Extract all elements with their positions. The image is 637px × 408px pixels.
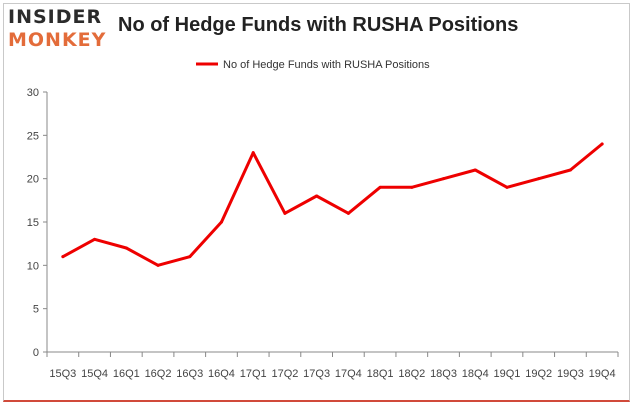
y-tick-label: 25 <box>27 130 39 142</box>
data-point <box>442 177 446 181</box>
x-tick-label: 16Q4 <box>208 368 235 380</box>
data-point <box>61 255 65 259</box>
x-tick-label: 19Q3 <box>557 368 584 380</box>
x-tick-label: 18Q4 <box>462 368 489 380</box>
x-tick-label: 18Q2 <box>398 368 425 380</box>
data-point <box>93 237 97 241</box>
data-point <box>473 168 477 172</box>
x-tick-label: 19Q4 <box>589 368 616 380</box>
x-tick-label: 17Q3 <box>303 368 330 380</box>
x-tick-label: 16Q3 <box>176 368 203 380</box>
chart-axes: 0 5 10 15 20 25 30 15Q3 15Q4 16Q1 16Q2 16Q3 16Q4 17Q1… <box>27 87 619 380</box>
data-point <box>283 211 287 215</box>
chart-legend: No of Hedge Funds with RUSHA Positions <box>196 59 430 71</box>
y-tick-label: 5 <box>33 304 39 316</box>
chart-title: No of Hedge Funds with RUSHA Positions <box>118 14 519 36</box>
x-tick-label: 17Q4 <box>335 368 362 380</box>
data-point <box>251 151 255 155</box>
y-tick-label: 20 <box>27 174 39 186</box>
x-tick-label: 17Q2 <box>271 368 298 380</box>
plot-area <box>61 142 604 267</box>
data-point <box>124 246 128 250</box>
data-point <box>219 220 223 224</box>
x-tick-label: 19Q1 <box>494 368 521 380</box>
data-point <box>600 142 604 146</box>
chart-frame <box>3 3 630 402</box>
data-point <box>346 211 350 215</box>
x-tick-label: 18Q3 <box>430 368 457 380</box>
y-tick-label: 15 <box>27 217 39 229</box>
data-point <box>568 168 572 172</box>
x-tick-label: 18Q1 <box>367 368 394 380</box>
data-point <box>410 185 414 189</box>
series-line <box>61 142 604 267</box>
data-point <box>505 185 509 189</box>
logo-line-1: INSIDER <box>8 6 103 28</box>
data-point <box>378 185 382 189</box>
x-tick-label: 16Q2 <box>145 368 172 380</box>
data-point <box>315 194 319 198</box>
x-tick-label: 19Q2 <box>525 368 552 380</box>
y-tick-label: 30 <box>27 87 39 99</box>
x-tick-label: 16Q1 <box>113 368 140 380</box>
data-point <box>537 177 541 181</box>
y-tick-label: 10 <box>27 260 39 272</box>
data-point <box>188 255 192 259</box>
legend-label: No of Hedge Funds with RUSHA Positions <box>223 59 430 71</box>
x-tick-label: 15Q3 <box>49 368 76 380</box>
x-tick-label: 15Q4 <box>81 368 108 380</box>
data-point <box>156 263 160 267</box>
y-tick-label: 0 <box>33 347 39 359</box>
x-tick-label: 17Q1 <box>240 368 267 380</box>
logo-line-2: MONKEY <box>8 29 107 51</box>
insider-monkey-logo: INSIDER MONKEY <box>8 6 118 52</box>
